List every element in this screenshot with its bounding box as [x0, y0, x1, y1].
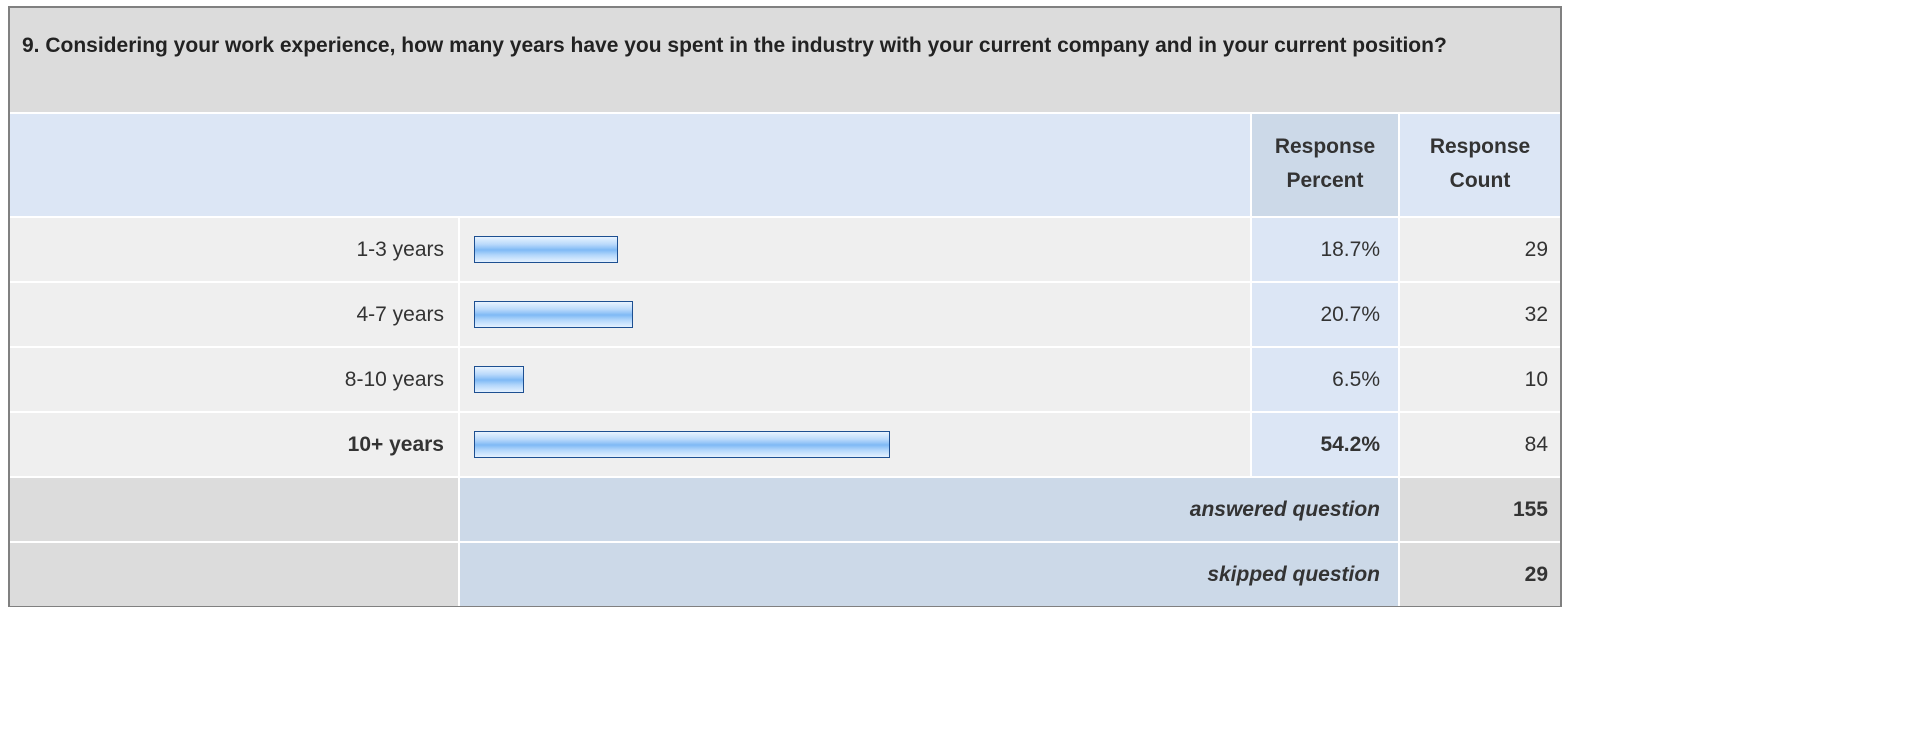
response-count-value: 32 [1398, 281, 1560, 346]
header-response-percent: Response Percent [1250, 112, 1398, 216]
response-percent-value: 54.2% [1250, 411, 1398, 476]
skipped-question-value: 29 [1398, 541, 1560, 606]
header-count-line2: Count [1449, 169, 1511, 192]
header-percent-line1: Response [1274, 135, 1376, 158]
bar-cell [458, 411, 1250, 476]
header-count-line1: Response [1429, 135, 1531, 158]
answered-question-label: answered question [458, 476, 1398, 541]
category-label: 1-3 years [10, 216, 458, 281]
response-bar [474, 301, 633, 328]
response-percent-value: 6.5% [1250, 346, 1398, 411]
category-label: 4-7 years [10, 281, 458, 346]
response-percent-value: 20.7% [1250, 281, 1398, 346]
response-count-value: 84 [1398, 411, 1560, 476]
skipped-blank-cell [10, 541, 458, 606]
bar-cell [458, 216, 1250, 281]
bar-cell [458, 281, 1250, 346]
survey-question-panel: 9. Considering your work experience, how… [8, 6, 1562, 607]
response-bar [474, 236, 618, 263]
bar-cell [458, 346, 1250, 411]
response-percent-value: 18.7% [1250, 216, 1398, 281]
question-title: 9. Considering your work experience, how… [10, 8, 1560, 112]
header-response-count: Response Count [1398, 112, 1560, 216]
answered-question-value: 155 [1398, 476, 1560, 541]
response-bar [474, 366, 524, 393]
response-bar [474, 431, 890, 458]
category-label: 8-10 years [10, 346, 458, 411]
answered-blank-cell [10, 476, 458, 541]
skipped-question-label: skipped question [458, 541, 1398, 606]
response-count-value: 10 [1398, 346, 1560, 411]
category-label: 10+ years [10, 411, 458, 476]
response-count-value: 29 [1398, 216, 1560, 281]
header-blank-cell [10, 112, 1250, 216]
header-percent-line2: Percent [1286, 169, 1364, 192]
